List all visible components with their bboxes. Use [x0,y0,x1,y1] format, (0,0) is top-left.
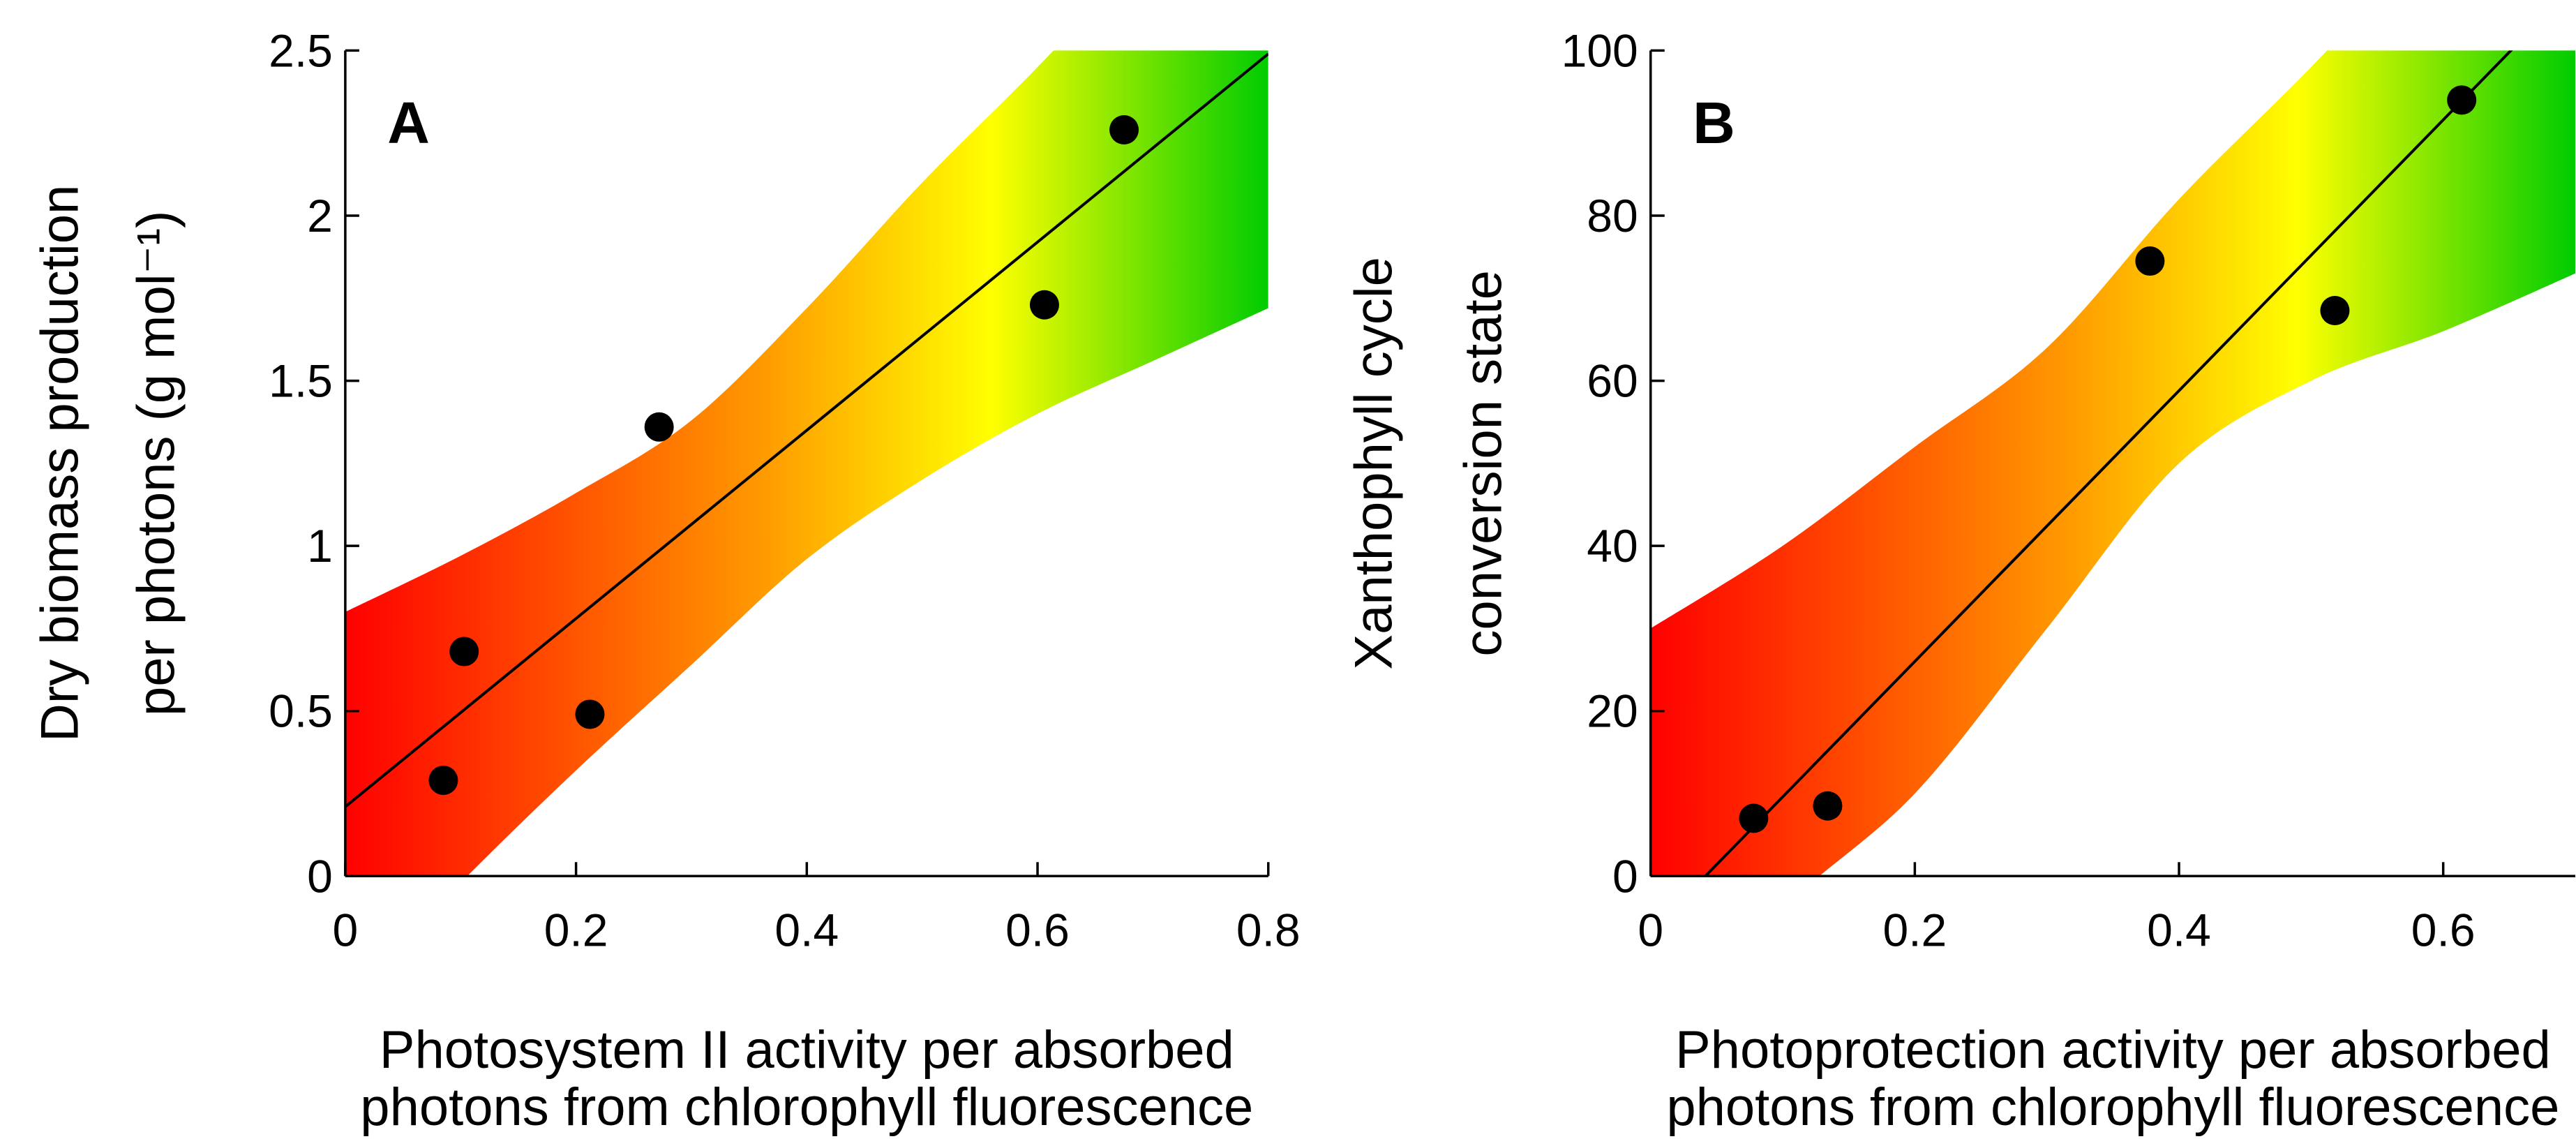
y-tick-label: 1.5 [269,355,333,407]
x-axis-title: Photoprotection activity per absorbed [1675,1020,2551,1080]
y-axis-title: conversion state [1454,270,1513,656]
x-tick-label: 0.2 [544,904,608,955]
y-tick-label: 2 [307,190,333,241]
regression-line [345,52,1268,808]
regression-line [1703,50,2513,877]
data-point [644,412,674,442]
x-axis-title: photons from chlorophyll fluorescence [1666,1078,2559,1137]
x-tick-label: 0.8 [1236,904,1301,955]
data-point [449,636,479,667]
panel-letter: A [387,90,430,156]
y-tick-label: 0 [307,850,333,902]
y-tick-label: 0 [1612,850,1638,902]
y-tick-label: 100 [1562,24,1638,76]
y-tick-label: 80 [1587,190,1638,241]
confidence-band [345,50,1268,877]
data-point [1813,791,1843,821]
x-tick-label: 0.2 [1882,904,1947,955]
panel-letter: B [1693,90,1735,156]
x-axis-title: Photosystem II activity per absorbed [380,1020,1234,1080]
data-point [575,699,605,729]
x-tick-label: 0.6 [2411,904,2476,955]
data-point [2320,296,2350,326]
x-axis-title: photons from chlorophyll fluorescence [360,1078,1253,1137]
plot-area [345,50,1268,877]
x-tick-label: 0 [333,904,359,955]
data-point [428,766,458,796]
data-point [1029,290,1059,320]
x-tick-label: 0 [1638,904,1663,955]
x-tick-label: 0.6 [1005,904,1070,955]
chart-panel-a: 0 0.5 1 1.5 2 2.5 0 0.2 0.4 0.6 0.8 A Photosystem II… [31,24,1301,1137]
chart-panel-b: 0 20 40 60 80 100 0 0.2 0.4 0.6 B Photoprotection a… [1344,24,2576,1137]
x-tick-label: 0.4 [2147,904,2211,955]
data-point [1739,803,1769,833]
y-tick-label: 1 [307,520,333,572]
x-tick-label: 0.4 [774,904,839,955]
data-point [1109,114,1139,144]
y-tick-label: 40 [1587,520,1638,572]
y-tick-label: 20 [1587,685,1638,737]
data-point [2135,246,2165,276]
data-point [2447,85,2477,115]
y-tick-label: 60 [1587,355,1638,407]
y-tick-label: 0.5 [269,685,333,737]
confidence-band [1650,50,2576,877]
y-tick-label: 2.5 [269,24,333,76]
y-axis-title: Dry biomass production [31,185,90,742]
y-axis-title: per photons (g mol⁻¹) [126,211,186,716]
y-axis-title: Xanthophyll cycle [1344,257,1403,669]
plot-area [1650,50,2576,877]
